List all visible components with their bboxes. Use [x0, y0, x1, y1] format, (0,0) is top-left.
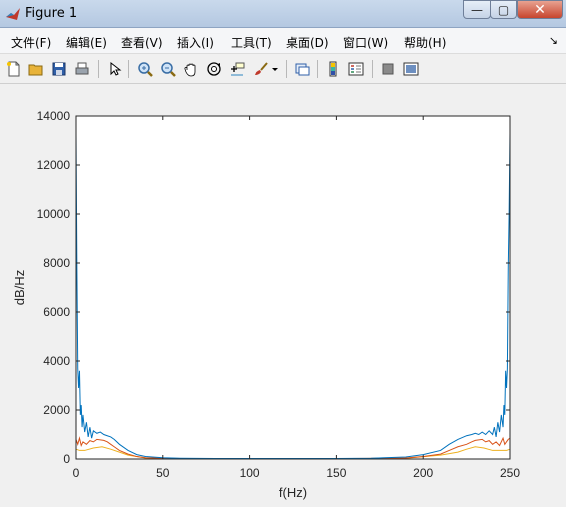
maximize-button[interactable]: ▢ — [490, 0, 517, 19]
show-plot-tools-icon[interactable] — [402, 60, 420, 78]
y-tick-label: 14000 — [37, 109, 71, 123]
x-tick-label: 150 — [326, 466, 346, 480]
edit-plot-icon[interactable] — [106, 60, 124, 78]
y-axis: 0 2000 4000 6000 8000 10000 12000 14000 — [37, 109, 510, 466]
menu-bar: 文件(F) 编辑(E) 查看(V) 插入(I) 工具(T) 桌面(D) 窗口(W… — [0, 28, 566, 54]
axes-frame — [75, 115, 511, 460]
data-cursor-icon[interactable] — [228, 60, 246, 78]
toolbar-separator — [128, 60, 129, 78]
insert-colorbar-icon[interactable] — [324, 60, 342, 78]
y-tick-label: 6000 — [43, 305, 70, 319]
maximize-icon: ▢ — [497, 2, 510, 17]
insert-legend-icon[interactable] — [347, 60, 365, 78]
x-tick-label: 0 — [73, 466, 80, 480]
close-icon: ✕ — [534, 1, 546, 18]
minimize-icon: — — [471, 2, 483, 17]
toolbar-separator — [98, 60, 99, 78]
menu-help[interactable]: 帮助(H) — [404, 36, 447, 50]
pan-icon[interactable] — [182, 60, 200, 78]
link-plot-icon[interactable] — [293, 60, 311, 78]
brush-dropdown-icon[interactable] — [270, 60, 280, 78]
save-icon[interactable] — [50, 60, 68, 78]
new-figure-icon[interactable] — [5, 60, 23, 78]
hide-plot-tools-icon[interactable] — [379, 60, 397, 78]
menu-view[interactable]: 查看(V) — [121, 36, 163, 50]
y-tick-label: 12000 — [37, 158, 71, 172]
x-tick-label: 50 — [156, 466, 170, 480]
menu-file[interactable]: 文件(F) — [11, 36, 52, 50]
psd-chart[interactable]: 0 50 100 150 200 250 0 2000 4000 6000 8000 10000 12… — [4, 84, 562, 503]
y-tick-label: 8000 — [43, 256, 70, 270]
x-axis: 0 50 100 150 200 250 — [73, 116, 520, 480]
x-axis-label: f(Hz) — [279, 485, 307, 500]
open-file-icon[interactable] — [27, 60, 45, 78]
x-tick-label: 100 — [240, 466, 260, 480]
toolbar-separator — [286, 60, 287, 78]
rotate-3d-icon[interactable] — [205, 60, 223, 78]
figure-canvas: 0 50 100 150 200 250 0 2000 4000 6000 8000 10000 12… — [4, 84, 562, 503]
zoom-in-icon[interactable] — [136, 60, 154, 78]
brush-icon[interactable] — [252, 60, 270, 78]
y-axis-label: dB/Hz — [12, 270, 27, 305]
zoom-out-icon[interactable] — [159, 60, 177, 78]
figure-toolbar — [0, 54, 566, 84]
minimize-button[interactable]: — — [463, 0, 491, 19]
y-tick-label: 2000 — [43, 403, 70, 417]
menu-desktop[interactable]: 桌面(D) — [286, 36, 329, 50]
x-tick-label: 200 — [413, 466, 433, 480]
y-tick-label: 0 — [63, 452, 70, 466]
x-tick-label: 250 — [500, 466, 520, 480]
y-tick-label: 4000 — [43, 354, 70, 368]
menu-window[interactable]: 窗口(W) — [343, 36, 389, 50]
plot-area[interactable] — [76, 116, 510, 459]
menu-edit[interactable]: 编辑(E) — [66, 36, 107, 50]
toolbar-separator — [372, 60, 373, 78]
toolbar-separator — [317, 60, 318, 78]
menu-tools[interactable]: 工具(T) — [231, 36, 272, 50]
y-tick-label: 10000 — [37, 207, 71, 221]
menu-overflow-icon[interactable]: ↘ — [548, 34, 558, 47]
close-button[interactable]: ✕ — [517, 0, 563, 19]
print-icon[interactable] — [73, 60, 91, 78]
menu-insert[interactable]: 插入(I) — [177, 36, 214, 50]
title-bar[interactable]: Figure 1 — ▢ ✕ — [0, 0, 566, 28]
matlab-logo-icon — [6, 8, 20, 20]
window-title: Figure 1 — [25, 6, 78, 21]
